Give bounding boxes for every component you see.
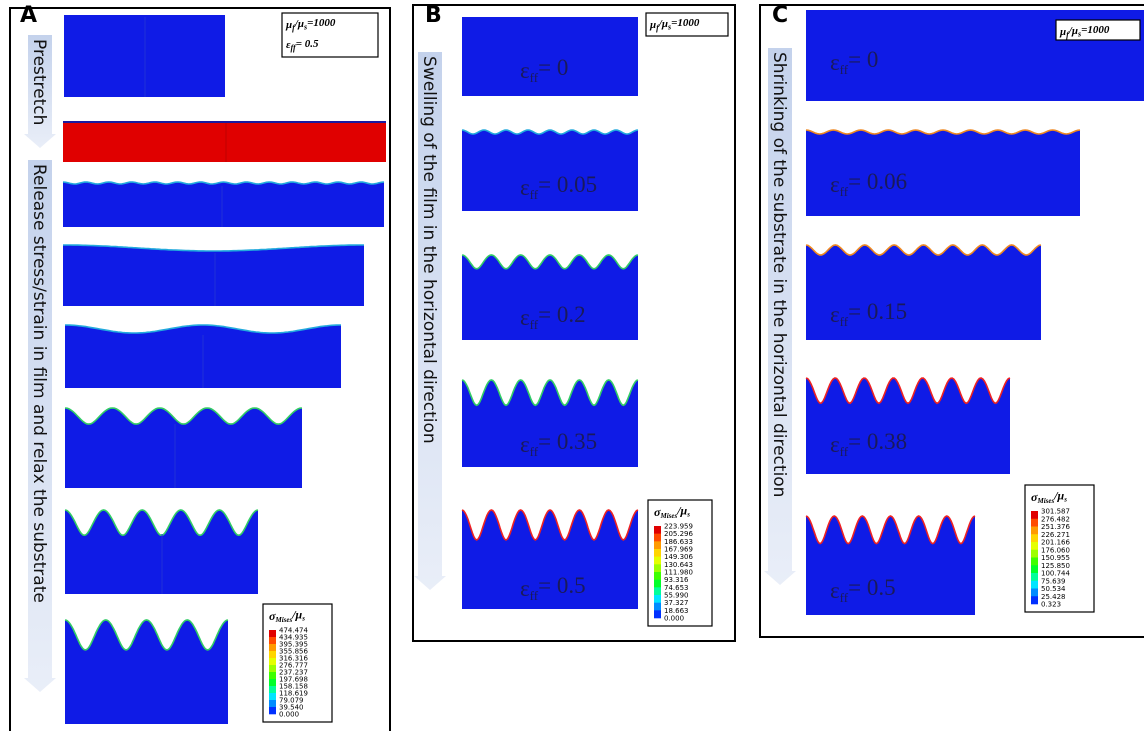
- color-swatch: [654, 595, 661, 603]
- formula-part: =1000: [671, 17, 700, 29]
- subscript: s: [686, 511, 690, 519]
- color-swatch: [1031, 519, 1038, 527]
- formula-part: ε: [520, 576, 530, 601]
- color-swatch: [654, 587, 661, 595]
- color-swatch: [654, 580, 661, 588]
- formula-part: = 0.35: [538, 429, 597, 454]
- subscript: Mises: [1036, 497, 1054, 505]
- color-swatch: [654, 603, 661, 611]
- color-swatch: [269, 644, 276, 651]
- panel-label: C: [772, 3, 788, 28]
- color-swatch: [654, 526, 661, 534]
- color-swatch: [1031, 558, 1038, 566]
- color-swatch: [1031, 511, 1038, 519]
- formula-part: = 0: [848, 47, 878, 72]
- formula-part: /μ: [658, 18, 668, 30]
- arrow-text: Swelling of the film in the horizontal d…: [419, 56, 439, 444]
- color-swatch: [1031, 589, 1038, 597]
- color-swatch: [654, 534, 661, 542]
- color-swatch: [269, 672, 276, 679]
- legend-value: 0.000: [664, 615, 684, 623]
- formula-part: ε: [830, 172, 840, 197]
- formula-part: ε: [520, 305, 530, 330]
- formula-part: = 0: [538, 55, 568, 80]
- formula-part: ε: [520, 432, 530, 457]
- color-swatch: [269, 651, 276, 658]
- formula-part: = 0.5: [848, 575, 895, 600]
- subscript: s: [301, 615, 305, 623]
- formula-part: =1000: [307, 17, 336, 29]
- panel-label: A: [20, 3, 37, 28]
- formula-part: = 0.2: [538, 302, 585, 327]
- color-swatch: [1031, 581, 1038, 589]
- formula-part: =1000: [1081, 24, 1110, 36]
- subscript: Mises: [274, 616, 292, 624]
- panel-label: B: [425, 3, 442, 28]
- color-swatch: [269, 637, 276, 644]
- legend-value: 0.323: [1041, 601, 1061, 609]
- formula-part: μ: [1059, 26, 1066, 38]
- legend-value: 0.000: [279, 711, 299, 719]
- formula-part: μ: [285, 19, 292, 31]
- color-swatch: [654, 572, 661, 580]
- formula-part: ε: [520, 58, 530, 83]
- subscript: Mises: [659, 512, 677, 520]
- color-swatch: [1031, 534, 1038, 542]
- formula-part: = 0.15: [848, 299, 907, 324]
- color-swatch: [269, 686, 276, 693]
- simulation-image: [462, 255, 638, 340]
- color-swatch: [654, 564, 661, 572]
- simulation-image: [806, 130, 1080, 216]
- arrow-text: Prestretch: [29, 39, 49, 125]
- formula-part: μ: [649, 19, 656, 31]
- formula-part: /μ: [294, 18, 304, 30]
- arrow-text: Release stress/strain in film and relax …: [29, 164, 49, 603]
- color-swatch: [269, 700, 276, 707]
- color-swatch: [269, 693, 276, 700]
- color-swatch: [1031, 550, 1038, 558]
- color-swatch: [1031, 527, 1038, 535]
- color-swatch: [1031, 565, 1038, 573]
- formula-part: = 0.06: [848, 169, 907, 194]
- color-swatch: [654, 610, 661, 618]
- color-swatch: [1031, 542, 1038, 550]
- color-swatch: [269, 630, 276, 637]
- formula-part: /μ: [676, 504, 687, 518]
- simulation-image: [63, 121, 386, 162]
- formula-part: /μ: [291, 608, 302, 622]
- color-swatch: [1031, 573, 1038, 581]
- simulation-image: [462, 130, 638, 211]
- formula-part: = 0.5: [538, 573, 585, 598]
- color-swatch: [1031, 596, 1038, 604]
- subscript: s: [1063, 496, 1067, 504]
- formula-part: ε: [830, 578, 840, 603]
- formula-part: = 0.05: [538, 172, 597, 197]
- color-swatch: [269, 665, 276, 672]
- color-swatch: [269, 707, 276, 714]
- color-swatch: [269, 679, 276, 686]
- color-swatch: [269, 658, 276, 665]
- simulation-image: [65, 408, 302, 488]
- formula-part: = 0.38: [848, 429, 907, 454]
- formula-part: /μ: [1053, 489, 1064, 503]
- simulation-image: [63, 182, 384, 227]
- arrow-text: Shrinking of the substrate in the horizo…: [769, 52, 789, 497]
- color-swatch: [654, 557, 661, 565]
- formula-part: /μ: [1068, 25, 1078, 37]
- formula-part: ε: [520, 175, 530, 200]
- formula-part: = 0.5: [296, 38, 319, 50]
- color-swatch: [654, 549, 661, 557]
- simulation-image: [806, 378, 1010, 474]
- film-layer: [63, 121, 386, 123]
- simulation-image: [63, 245, 364, 306]
- formula-part: ε: [830, 50, 840, 75]
- color-swatch: [654, 541, 661, 549]
- figure: A Prestretch Release stress/strain in film…: [0, 0, 1144, 731]
- formula-part: ε: [830, 432, 840, 457]
- formula-part: ε: [830, 302, 840, 327]
- simulation-image: [65, 620, 228, 724]
